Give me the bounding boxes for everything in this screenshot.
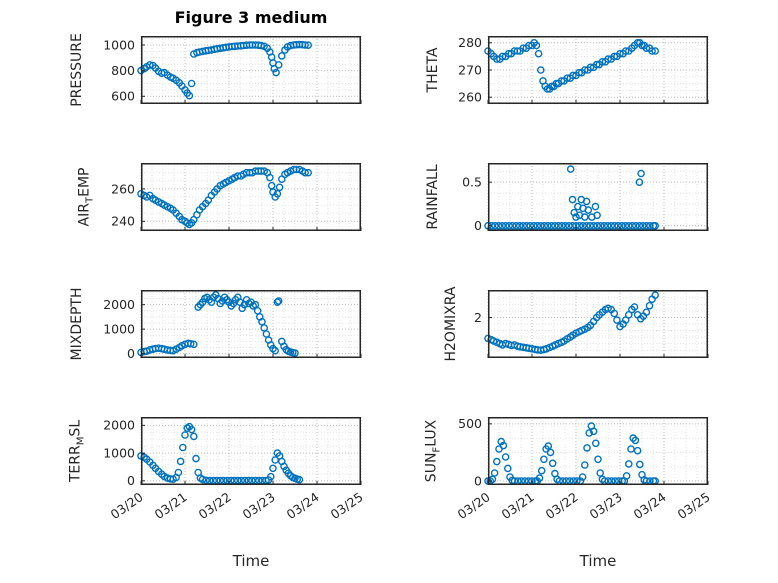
x-tick-label: 03/21 [152, 489, 190, 522]
y-axis-label-pressure: PRESSURE [69, 33, 85, 107]
y-tick-label: 800 [111, 63, 135, 78]
axis-ticks: 600 800 1000 [103, 37, 362, 104]
y-tick-label: 1000 [103, 445, 135, 460]
subplot-mixdepth: 0 1000 2000 [103, 290, 362, 361]
y-axis-label-airtemp: AIRTEMP [76, 167, 96, 227]
subplot-pressure: 600 800 1000 [103, 36, 362, 104]
y-axis-label-terrmsl: TERRMSL [67, 419, 87, 483]
axis-ticks: 03/20 03/21 03/22 03/23 03/24 03/25 0 500 [455, 416, 713, 522]
x-tick-label: 03/22 [196, 489, 234, 522]
axes-box [141, 290, 361, 358]
y-tick-label: 2000 [103, 418, 135, 433]
x-tick-label: 03/25 [328, 489, 366, 522]
axes-box [141, 163, 361, 231]
y-tick-label: 2 [474, 310, 482, 325]
scatter-points [484, 39, 659, 93]
y-tick-label: 280 [458, 35, 482, 50]
grid-lines [487, 163, 709, 231]
grid-lines [140, 163, 362, 231]
plot-svg-mixdepth: 0 1000 2000 [103, 290, 362, 361]
subplot-rainfall: 0 0.5 [462, 163, 709, 233]
y-axis-label-theta: THETA [425, 47, 441, 93]
plot-svg-pressure: 600 800 1000 [103, 36, 362, 104]
y-axis-label-sunflux: SUNFLUX [423, 419, 443, 483]
y-axis-label-h2omixra: H2OMIXRA [443, 286, 459, 362]
figure-title: Figure 3 medium [174, 8, 328, 27]
scatter-points [137, 165, 312, 229]
y-tick-label: 1000 [103, 37, 135, 52]
y-tick-label: 0 [474, 473, 482, 488]
subplot-theta: 260 270 280 [458, 35, 709, 105]
scatter-points [137, 291, 299, 357]
subplot-terrmsl: 03/20 03/21 03/22 03/23 03/24 03/25 0 1000 2000 [103, 417, 366, 522]
axis-ticks: 240 260 [111, 181, 362, 231]
x-tick-label: 03/24 [284, 489, 322, 522]
x-tick-label: 03/22 [543, 489, 581, 522]
scatter-points [484, 291, 659, 355]
x-tick-label: 03/20 [455, 489, 493, 522]
plot-svg-sunflux: 03/20 03/21 03/22 03/23 03/24 03/25 0 500 [455, 416, 713, 522]
y-axis-label-mixdepth: MIXDEPTH [69, 287, 85, 361]
y-tick-label: 0 [474, 218, 482, 233]
y-tick-label: 2000 [103, 297, 135, 312]
y-tick-label: 260 [458, 90, 482, 105]
plot-svg-rainfall: 00.5 [462, 163, 709, 233]
scatter-points [137, 40, 312, 100]
axes-box [488, 417, 708, 485]
x-tick-label: 03/23 [240, 489, 278, 522]
axis-ticks: 260 270 280 [458, 35, 709, 105]
axis-ticks: 00.5 [462, 175, 709, 233]
subplot-airtemp: 240 260 [111, 163, 362, 231]
grid-lines [140, 417, 362, 485]
y-tick-label: 260 [111, 181, 135, 196]
axes-box [141, 417, 361, 485]
subplot-sunflux: 03/20 03/21 03/22 03/23 03/24 03/25 0 500 [455, 416, 713, 522]
y-axis-label-rainfall: RAINFALL [425, 164, 441, 230]
x-tick-label: 03/20 [108, 489, 146, 522]
y-tick-label: 0.5 [462, 175, 482, 190]
axis-ticks: 0 1000 2000 [103, 297, 362, 361]
x-tick-label: 03/21 [499, 489, 537, 522]
x-axis-title-right: Time [579, 552, 617, 570]
scatter-points [484, 422, 659, 485]
axes-box [141, 36, 361, 104]
axis-ticks: 03/20 03/21 03/22 03/23 03/24 03/25 0 1000 2000 [103, 418, 366, 522]
axis-ticks: 2 [474, 310, 709, 358]
y-tick-label: 500 [458, 416, 482, 431]
grid-lines [140, 36, 362, 104]
x-tick-label: 03/24 [631, 489, 669, 522]
x-axis-title-left: Time [232, 552, 270, 570]
y-tick-label: 0 [127, 473, 135, 488]
axes-box [488, 290, 708, 358]
plot-svg-theta: 260 270 280 [458, 35, 709, 105]
y-tick-label: 600 [111, 89, 135, 104]
subplot-h2omixra: 2 [474, 290, 709, 358]
y-tick-label: 270 [458, 62, 482, 77]
axes-box [488, 163, 708, 231]
y-tick-label: 240 [111, 214, 135, 229]
scatter-points [484, 165, 659, 230]
plot-svg-terrmsl: 03/20 03/21 03/22 03/23 03/24 03/25 0 1000 2000 [103, 417, 366, 522]
scatter-points [137, 422, 304, 485]
y-tick-label: 0 [127, 346, 135, 361]
x-tick-label: 03/23 [587, 489, 625, 522]
plot-svg-h2omixra: 2 [474, 290, 709, 358]
grid-lines [487, 290, 709, 358]
x-tick-label: 03/25 [675, 489, 713, 522]
y-tick-label: 1000 [103, 322, 135, 337]
plot-svg-airtemp: 240 260 [111, 163, 362, 231]
